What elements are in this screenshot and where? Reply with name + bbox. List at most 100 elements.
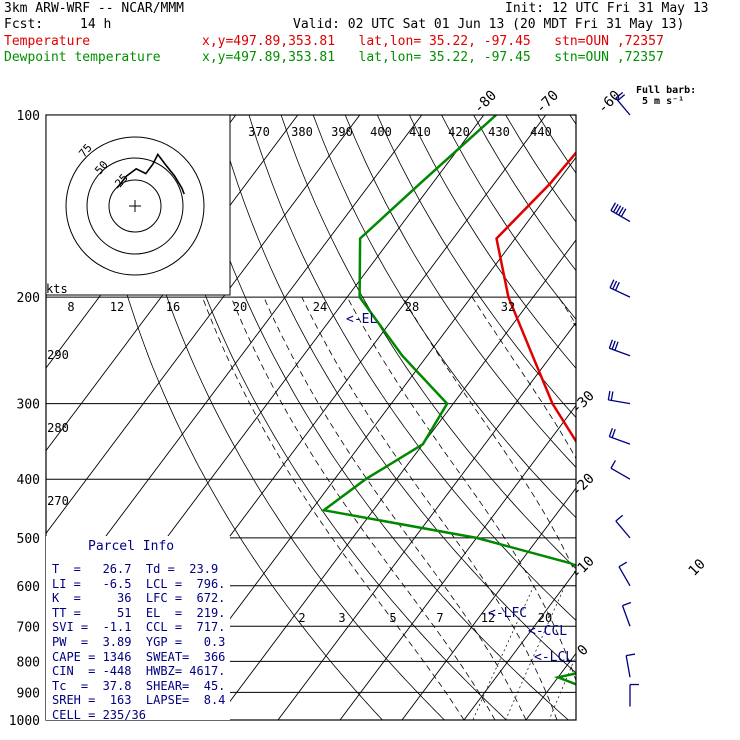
mixing-ratio-top-label: 20 — [233, 300, 247, 314]
wind-barb-flag — [618, 206, 624, 216]
dry-adiabat-line — [280, 115, 576, 570]
dry-adiabat-line — [666, 115, 740, 720]
wind-barb-flag — [611, 428, 616, 438]
wind-barb — [609, 347, 631, 357]
isotherm-label: -10 — [569, 553, 598, 582]
dry-adiabat-line — [730, 115, 740, 720]
wind-barb — [610, 467, 631, 480]
wind-barb-flag — [612, 203, 619, 213]
mixing-ratio-line — [548, 654, 576, 720]
wind-barb-flag — [607, 390, 611, 400]
plot-frame — [45, 114, 577, 721]
moist-adiabat-line — [471, 296, 576, 460]
mixing-ratio-top-label: 12 — [110, 300, 124, 314]
wind-barb-flag — [609, 279, 615, 289]
theta-label: 420 — [448, 125, 470, 139]
wind-barb-flag — [614, 341, 619, 351]
mixing-ratio-line — [472, 585, 535, 720]
parcel-info-row: LI = -6.5 LCL = 796. — [52, 576, 226, 591]
parcel-info-row: CELL = 235/36 — [52, 708, 146, 722]
mixing-ratio-top-label: 8 — [67, 300, 74, 314]
model-title: 3km ARW-WRF -- NCAR/MMM — [4, 1, 185, 16]
pressure-tick-label: 500 — [17, 532, 40, 547]
theta-label: 400 — [370, 125, 392, 139]
isotherm-line — [588, 115, 740, 720]
mixing-ratio-top-label: 16 — [166, 300, 180, 314]
parcel-info-row: Tc = 37.8 SHEAR= 45. — [52, 678, 226, 693]
isotherm-line — [339, 404, 576, 720]
isotherm-label: -30 — [569, 388, 598, 417]
dry-adiabat-line — [376, 115, 576, 419]
dry-adiabat-line — [152, 115, 507, 720]
theta-label: 390 — [331, 125, 353, 139]
annotation-lfc: <-LFC — [488, 606, 528, 621]
parcel-info-row: SVI = -1.1 CCL = 717. — [52, 620, 226, 635]
wind-barb-flag — [608, 339, 614, 349]
mixing-ratio-top-label: 28 — [405, 300, 419, 314]
wind-legend-title: Full barb: — [636, 85, 697, 96]
moist-adiabat-line — [263, 296, 527, 720]
hodograph-trace — [116, 152, 185, 195]
wind-barb — [615, 520, 631, 539]
wind-barb-flag — [610, 460, 617, 469]
theta-label: 290 — [47, 348, 69, 362]
wind-barb — [610, 209, 631, 223]
hodograph-ring — [86, 157, 184, 255]
isotherm-line — [401, 487, 576, 720]
mixing-ratio-label: 7 — [436, 611, 443, 625]
hodograph-units: kts — [46, 282, 68, 296]
mixing-ratio-line — [679, 586, 728, 720]
mixing-ratio-label: 2 — [298, 611, 305, 625]
dry-adiabat-line — [216, 115, 576, 674]
pressure-tick-label: 100 — [17, 109, 40, 124]
valid-time: Valid: 02 UTC Sat 01 Jun 13 (20 MDT Fri … — [293, 17, 685, 32]
hodograph-frame — [45, 114, 231, 296]
parcel-info-row: T = 26.7 Td = 23.9 — [52, 562, 219, 576]
mixing-ratio-label: 20 — [538, 611, 552, 625]
mixing-ratio-top-label: 32 — [501, 300, 515, 314]
annotation-el: <-EL — [346, 312, 378, 327]
theta-label: 370 — [248, 125, 270, 139]
isotherm-line — [463, 569, 576, 720]
pressure-tick-label: 200 — [17, 291, 40, 306]
dry-adiabat-line — [248, 115, 576, 621]
wind-barb-flag — [626, 653, 636, 657]
wind-barb — [621, 605, 631, 627]
parcel-info-row: K = 36 LFC = 672. — [52, 591, 226, 606]
hodograph-ring — [65, 136, 205, 276]
wind-barb-flag — [611, 340, 616, 350]
dry-adiabat-line — [120, 115, 445, 720]
moist-adiabat-line — [202, 296, 465, 720]
isotherm-label: -70 — [533, 88, 562, 117]
mixing-ratio-line — [629, 586, 681, 720]
mixing-ratio-line — [505, 585, 566, 720]
theta-label: 440 — [530, 125, 552, 139]
parcel-info-row: CAPE = 1346 SWEAT= 366 — [52, 649, 226, 664]
wind-barb — [609, 287, 631, 298]
parcel-line — [570, 320, 576, 327]
mixing-ratio-top-label: 24 — [313, 300, 327, 314]
moist-adiabat-line — [657, 297, 713, 720]
wind-barb — [625, 655, 631, 678]
moist-adiabat-line — [301, 296, 558, 720]
wind-barb-flag — [615, 205, 622, 214]
dry-adiabat-line — [602, 115, 740, 720]
dry-adiabat-line — [184, 115, 569, 720]
wind-barb-flag — [614, 281, 620, 291]
pressure-tick-label: 300 — [17, 398, 40, 413]
dry-adiabat-line — [312, 115, 576, 519]
annotation-ccl: <-CCL — [528, 624, 568, 639]
isotherm-line — [215, 239, 576, 720]
dewpoint-location: x,y=497.89,353.81 lat,lon= 35.22, -97.45… — [202, 50, 664, 65]
isotherm-label: -80 — [471, 88, 500, 117]
wind-barb — [618, 566, 631, 587]
parcel-info-row: SREH = 163 LAPSE= 8.4 — [52, 693, 226, 708]
parcel-info-title: Parcel Info — [88, 539, 175, 554]
forecast-hours: 14 h — [80, 17, 112, 32]
parcel-info-box — [46, 536, 230, 720]
wind-barb — [609, 436, 631, 445]
pressure-tick-label: 400 — [17, 473, 40, 488]
wind-barb-flag — [608, 427, 614, 437]
isotherm-line — [46, 115, 423, 617]
